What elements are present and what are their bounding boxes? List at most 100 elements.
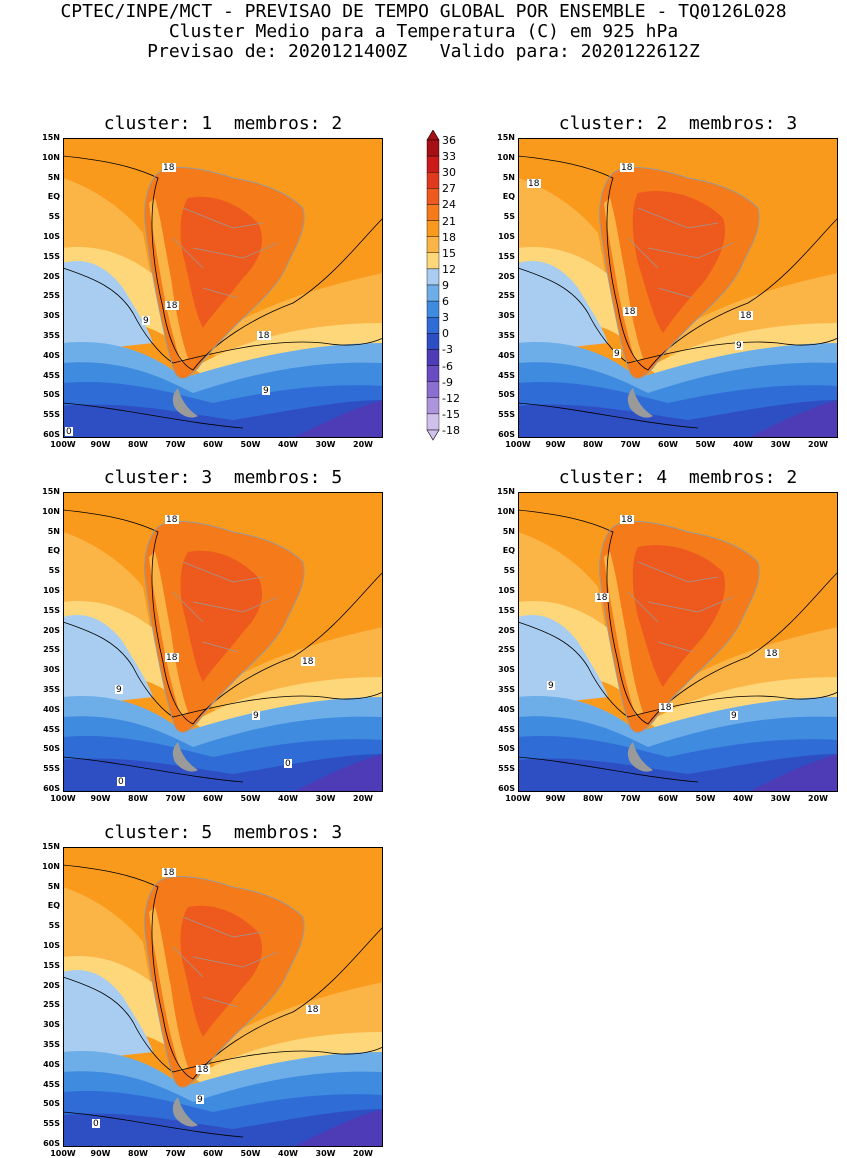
colorbar-level-label: -15 [442, 407, 460, 421]
panel-title: cluster: 5 membros: 3 [103, 822, 343, 843]
lat-tick-label: 55S [43, 410, 60, 420]
colorbar-swatch [426, 300, 440, 318]
colorbar-swatch [426, 333, 440, 350]
lat-tick-label: 20S [43, 980, 60, 990]
lat-tick-label: 10S [43, 232, 60, 241]
lon-tick-label: 60W [203, 440, 223, 449]
lat-tick-label: 50S [43, 744, 60, 754]
svg-text:18: 18 [621, 515, 633, 525]
lon-tick-label: 100W [50, 440, 76, 449]
lat-tick-label: 20S [498, 625, 515, 635]
colorbar-swatch [426, 397, 440, 415]
lat-tick-label: 45S [43, 370, 60, 380]
forecast-map: 18 18 18 9 0 [62, 847, 384, 1147]
lon-tick-label: 100W [505, 794, 531, 803]
lat-tick-label: 25S [498, 291, 515, 301]
colorbar-level-label: -6 [442, 359, 453, 373]
colorbar-level-label: 15 [442, 246, 456, 260]
lat-tick-label: 10S [43, 586, 60, 595]
forecast-map: 18 18 18 9 18 9 [517, 138, 839, 438]
contour-label: 18 [620, 163, 634, 173]
lon-tick-label: 20W [353, 1149, 373, 1158]
colorbar-swatch [426, 204, 440, 221]
header-line-2: Cluster Medio para a Temperatura (C) em … [168, 21, 679, 42]
lat-tick-label: 55S [43, 764, 60, 774]
svg-text:0: 0 [93, 1119, 99, 1129]
lon-tick-label: 30W [770, 440, 791, 449]
lat-tick-label: 45S [498, 370, 515, 380]
contour-label: 18 [162, 163, 176, 173]
lat-tick-label: 25S [43, 1000, 60, 1010]
colorbar-swatch [426, 139, 440, 157]
svg-text:0: 0 [66, 427, 72, 437]
lat-tick-label: 55S [43, 1119, 60, 1129]
lat-tick-label: 35S [498, 685, 515, 694]
colorbar-level-label: -9 [442, 375, 453, 389]
lat-tick-label: 10S [498, 586, 515, 595]
contour-label: 9 [547, 681, 555, 691]
contour-line [62, 155, 384, 371]
contour-label: 0 [65, 427, 73, 437]
svg-text:18: 18 [166, 653, 178, 663]
header-line-1: CPTEC/INPE/MCT - PREVISAO DE TEMPO GLOBA… [60, 1, 787, 22]
lat-tick-label: 30S [498, 311, 515, 321]
lon-tick-label: 40W [278, 440, 298, 449]
lat-tick-label: 55S [498, 410, 515, 420]
colorbar-level-label: 24 [442, 198, 456, 212]
lat-tick-label: EQ [502, 192, 515, 202]
patagonia-coast [627, 388, 653, 418]
lat-tick-label: EQ [502, 546, 515, 556]
contour-line [517, 509, 839, 725]
contour-line [62, 509, 384, 725]
svg-text:18: 18 [302, 657, 314, 667]
lat-tick-label: 40S [43, 704, 60, 714]
lat-tick-label: 60S [43, 430, 60, 439]
contour-label: 0 [117, 777, 125, 787]
lon-tick-label: 80W [583, 440, 603, 449]
lon-tick-label: 90W [545, 794, 566, 803]
lat-tick-label: 30S [43, 1020, 60, 1030]
lon-tick-label: 40W [278, 794, 298, 803]
colorbar-arrow-bottom [426, 429, 440, 441]
svg-text:18: 18 [660, 703, 672, 713]
lon-tick-label: 80W [128, 1149, 148, 1158]
svg-text:18: 18 [740, 311, 752, 321]
lon-tick-label: 80W [128, 440, 148, 449]
contour-label: 9 [735, 341, 743, 351]
colorbar-level-label: 33 [442, 150, 456, 164]
lon-tick-label: 70W [620, 794, 641, 803]
lat-tick-label: 15S [498, 605, 515, 615]
lon-tick-label: 30W [770, 794, 791, 803]
colorbar-swatch [426, 284, 440, 302]
lat-tick-label: 15S [43, 960, 60, 970]
lat-tick-label: EQ [47, 546, 60, 556]
contour-line [62, 621, 384, 718]
lon-tick-label: 90W [90, 440, 111, 449]
lat-tick-label: 25S [43, 291, 60, 301]
lat-tick-label: EQ [47, 901, 60, 911]
patagonia-coast [172, 742, 198, 772]
colorbar-level-label: -3 [442, 343, 453, 357]
lon-tick-label: 40W [278, 1149, 298, 1158]
lon-tick-label: 80W [583, 794, 603, 803]
lon-tick-label: 20W [808, 794, 828, 803]
lon-tick-label: 90W [90, 1149, 111, 1158]
lat-tick-label: 5S [48, 921, 60, 931]
lat-tick-label: 60S [498, 784, 515, 793]
contour-label: 18 [196, 1065, 210, 1075]
contour-line [517, 402, 699, 429]
contour-line [62, 976, 384, 1073]
colorbar-level-label: 21 [442, 214, 456, 228]
svg-text:18: 18 [163, 868, 175, 878]
contour-line [62, 1111, 244, 1138]
lat-tick-label: 30S [43, 665, 60, 675]
lat-tick-label: 20S [498, 271, 515, 281]
svg-text:18: 18 [766, 649, 778, 659]
panel-title: cluster: 3 membros: 5 [103, 467, 343, 488]
lon-tick-label: 50W [695, 440, 716, 449]
lat-tick-label: 10N [497, 506, 515, 516]
lon-tick-label: 30W [315, 1149, 336, 1158]
colorbar-swatch [426, 268, 440, 286]
lat-tick-label: 35S [43, 1040, 60, 1049]
lat-tick-label: 15N [497, 487, 515, 496]
